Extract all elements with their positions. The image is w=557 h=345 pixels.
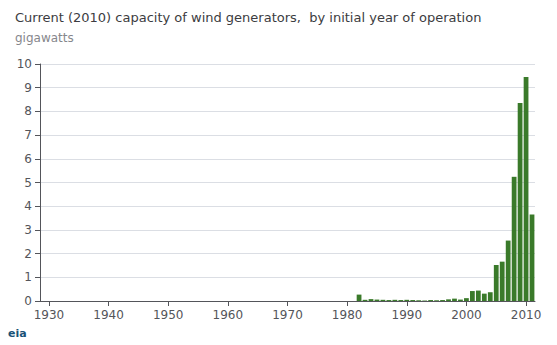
svg-text:1: 1 — [24, 270, 32, 284]
svg-text:eia: eia — [8, 327, 27, 340]
svg-text:0: 0 — [24, 294, 32, 308]
svg-text:2: 2 — [24, 247, 32, 261]
svg-text:2000: 2000 — [451, 308, 482, 322]
svg-text:Current (2010) capacity of win: Current (2010) capacity of wind generato… — [15, 10, 481, 25]
svg-text:6: 6 — [24, 152, 32, 166]
svg-text:3: 3 — [24, 223, 32, 237]
svg-text:1930: 1930 — [34, 308, 65, 322]
svg-text:1950: 1950 — [153, 308, 184, 322]
svg-text:1970: 1970 — [272, 308, 303, 322]
svg-text:1980: 1980 — [332, 308, 363, 322]
svg-text:7: 7 — [24, 128, 32, 142]
svg-text:9: 9 — [24, 81, 32, 95]
svg-text:gigawatts: gigawatts — [15, 31, 74, 45]
svg-text:5: 5 — [24, 176, 32, 190]
svg-text:1940: 1940 — [93, 308, 124, 322]
svg-text:1960: 1960 — [213, 308, 244, 322]
svg-text:10: 10 — [17, 57, 32, 71]
svg-text:8: 8 — [24, 104, 32, 118]
svg-text:1990: 1990 — [392, 308, 423, 322]
svg-text:4: 4 — [24, 199, 32, 213]
svg-text:2010: 2010 — [511, 308, 542, 322]
